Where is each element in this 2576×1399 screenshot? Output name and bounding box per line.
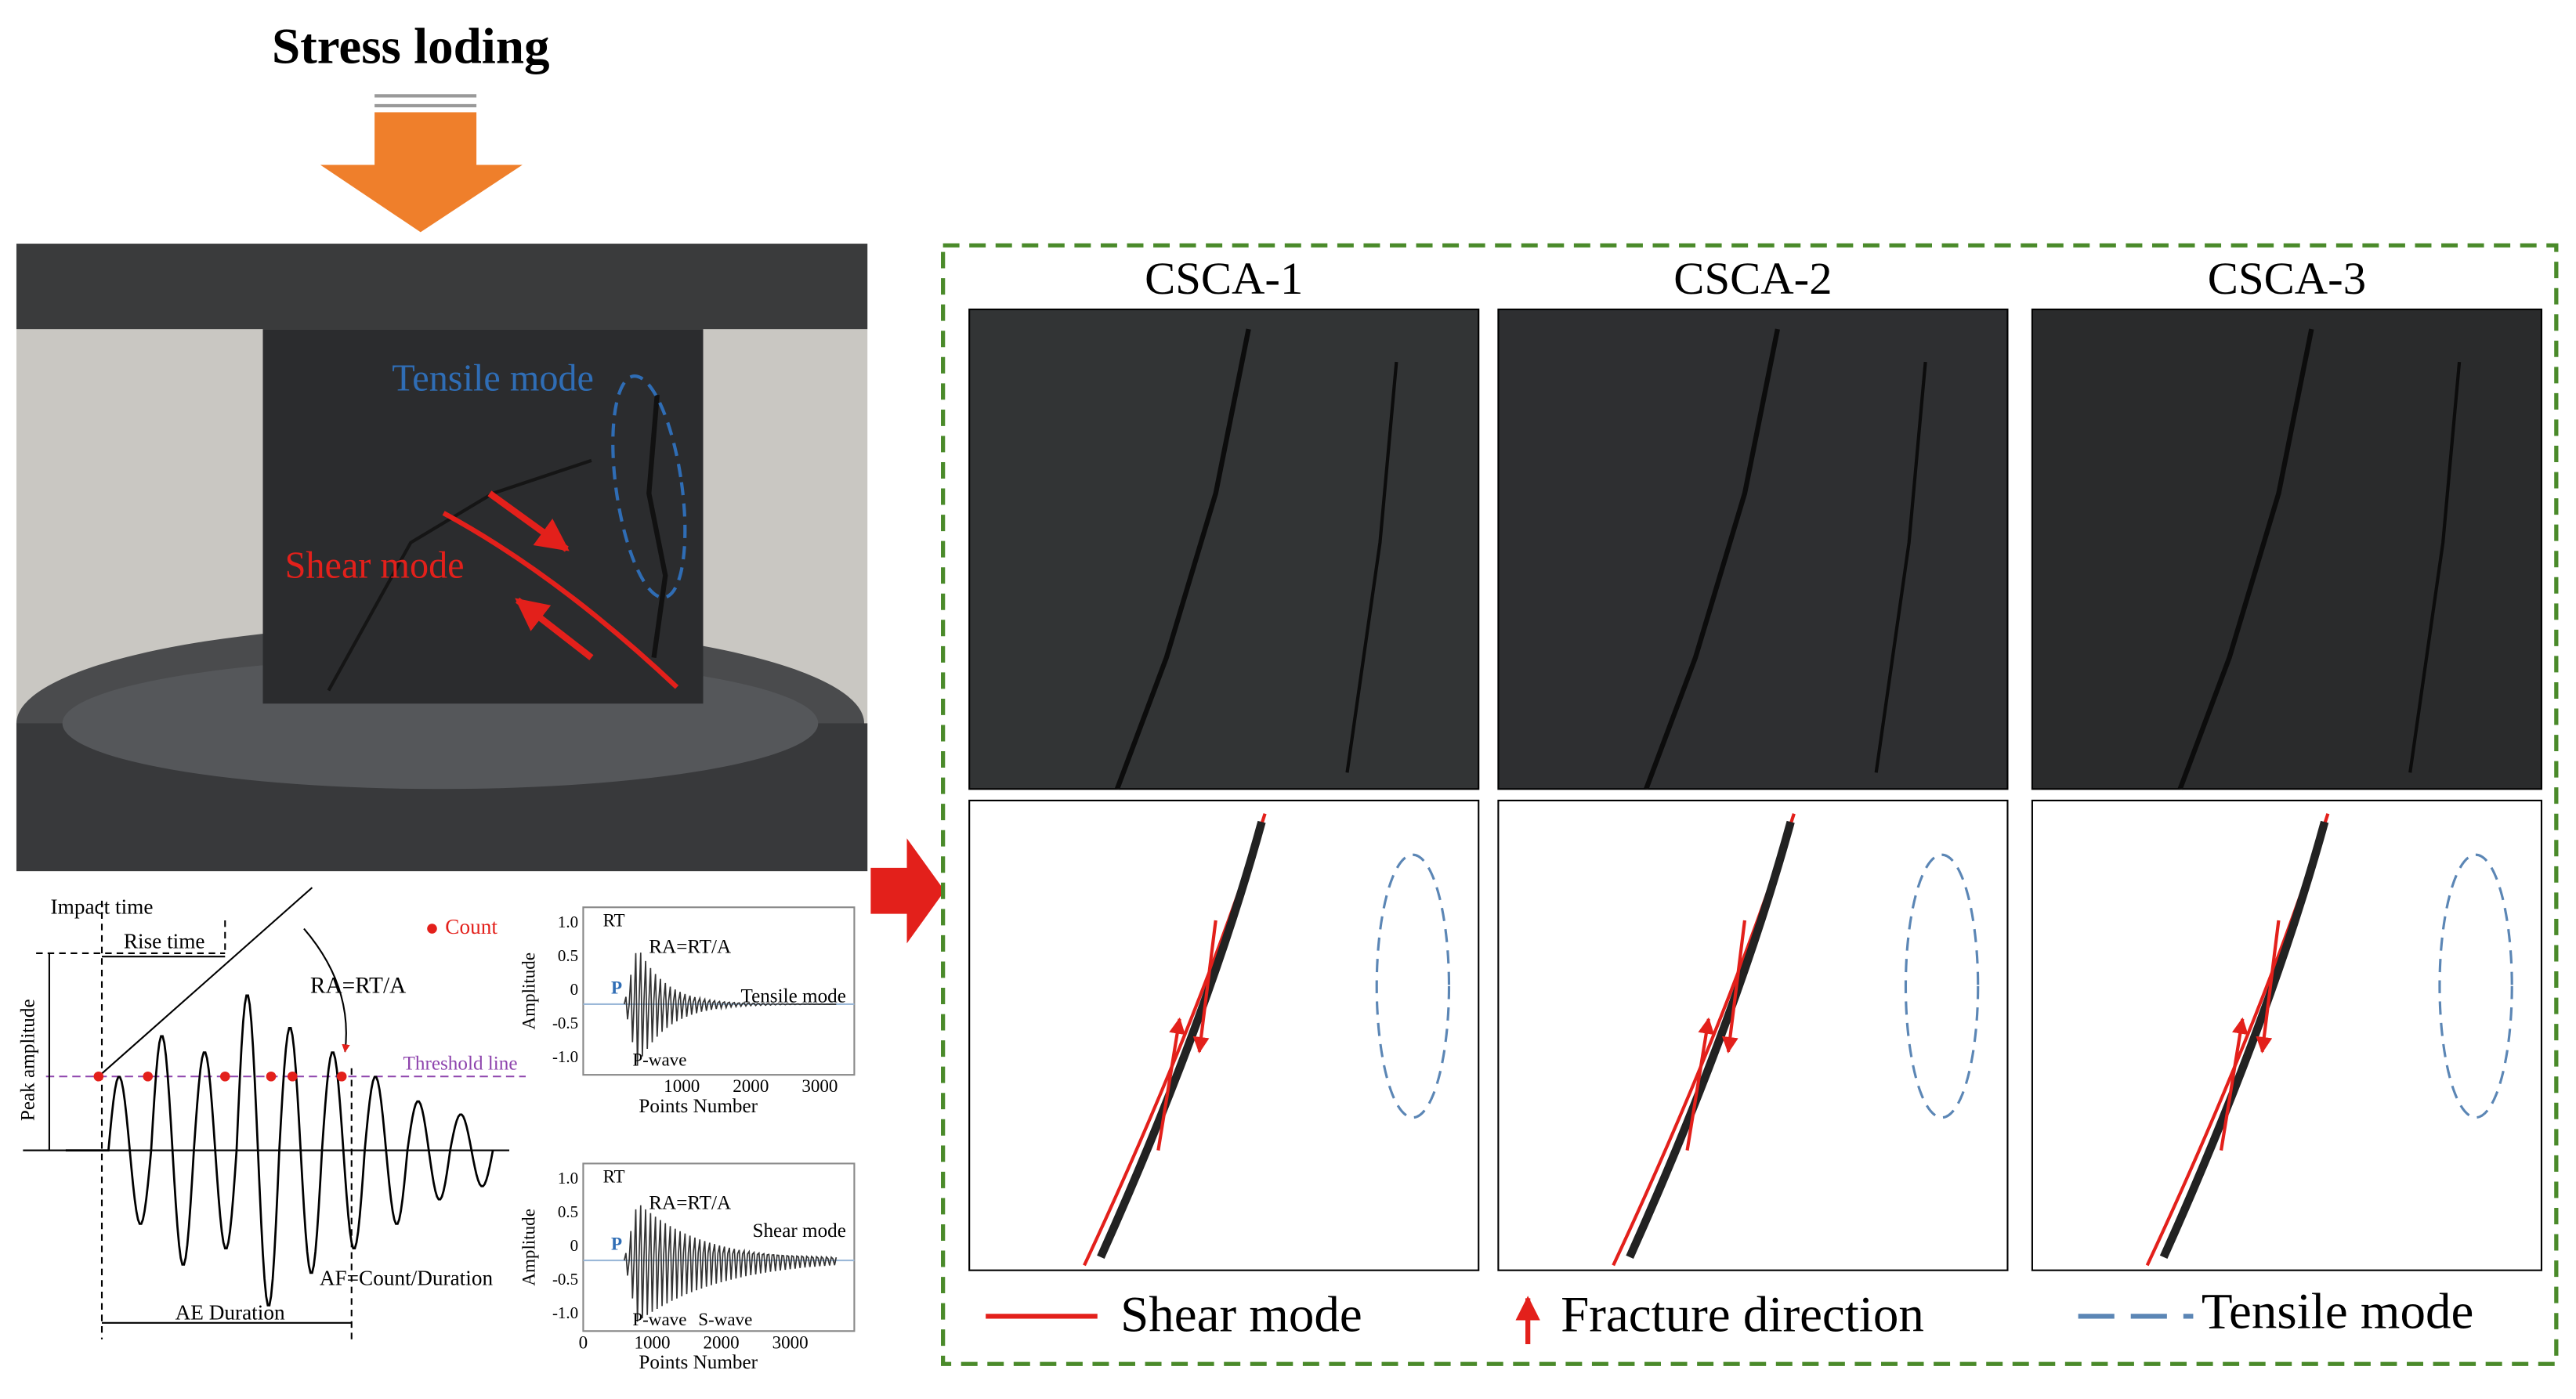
x-tick-label: 2000	[733, 1075, 769, 1096]
fracture-arrow	[1685, 1017, 1715, 1151]
count-dot	[219, 1071, 230, 1082]
fracture-arrow	[2219, 1017, 2249, 1151]
crack	[2408, 361, 2462, 773]
tensile-zone	[1904, 853, 1980, 1119]
fracture-arrow	[1721, 920, 1747, 1054]
legend-fracture: Fracture direction	[1561, 1287, 1924, 1343]
y-tick-label: 0.5	[558, 946, 578, 965]
count-label: Count	[445, 915, 497, 938]
y-tick-label: -0.5	[552, 1270, 578, 1289]
fracture-arrow	[1156, 1017, 1185, 1151]
crack	[1874, 361, 1927, 773]
crack	[1114, 328, 1251, 790]
p-label: P	[611, 977, 622, 997]
peak-amplitude: Peak amplitude	[18, 999, 39, 1121]
crack-trace	[2159, 820, 2329, 1260]
photo	[968, 308, 1480, 790]
crack	[1345, 361, 1398, 773]
y-tick-label: 0.5	[558, 1202, 578, 1221]
wave-label: P-wave	[632, 1309, 686, 1329]
y-tick-label: -0.5	[552, 1014, 578, 1032]
title: Stress loding	[272, 19, 550, 75]
rt-label: RT	[603, 1166, 625, 1187]
y-tick-label: 1.0	[558, 1169, 578, 1188]
y-axis-label: Amplitude	[519, 1209, 539, 1286]
x-tick-label: 3000	[801, 1075, 838, 1096]
shear-label: Shear mode	[285, 544, 465, 586]
legend: Shear mode Fracture direction Tensile mo…	[986, 1283, 2473, 1345]
x-axis-label: Points Number	[639, 1352, 758, 1373]
rise-time: Rise time	[124, 930, 205, 953]
y-tick-label: -1.0	[552, 1303, 578, 1322]
threshold-label: Threshold line	[403, 1053, 518, 1074]
x-axis-label: Points Number	[639, 1096, 758, 1117]
panel-title: CSCA-3	[2208, 253, 2366, 304]
tensile-label: Tensile mode	[392, 357, 594, 399]
mode-label: Tensile mode	[740, 985, 845, 1007]
sketch	[1497, 799, 2009, 1271]
ra-label: RA=RT/A	[649, 1193, 731, 1214]
panel-frame	[941, 243, 2559, 1366]
tensile-zone	[2438, 853, 2513, 1119]
inset-wave	[624, 953, 837, 1066]
panel-title: CSCA-2	[1673, 253, 1832, 304]
link-arrow	[870, 838, 945, 944]
x-tick-label: 1000	[634, 1332, 670, 1352]
ra-label: RA=RT/A	[649, 936, 731, 957]
crack-trace	[1097, 820, 1266, 1260]
ae-duration: AE Duration	[175, 1301, 285, 1325]
panels: CSCA-1 CSCA-2 CSCA-3	[968, 253, 2543, 1271]
af-formula: AF=Count/Duration	[320, 1267, 494, 1290]
legend-shear: Shear mode	[1120, 1287, 1362, 1343]
crack	[1644, 328, 1780, 790]
y-tick-label: 0	[570, 1236, 578, 1255]
photo	[1497, 308, 2009, 790]
specimen-photo: Tensile mode Shear mode	[16, 244, 868, 872]
crack	[2177, 328, 2314, 790]
mode-label: Shear mode	[752, 1220, 845, 1242]
count-dot	[93, 1071, 104, 1082]
fracture-arrow	[2256, 920, 2281, 1054]
legend-tensile: Tensile mode	[2202, 1283, 2473, 1339]
x-tick-label: 3000	[772, 1332, 809, 1352]
fracture-arrow	[1192, 920, 1217, 1054]
count-dot	[336, 1071, 347, 1082]
waveform: Impact time Rise time RA=RT/A Count Peak…	[18, 887, 526, 1339]
wave-label: P-wave	[632, 1050, 686, 1070]
count-dot	[287, 1071, 298, 1082]
sketch	[2031, 799, 2543, 1271]
y-tick-label: 1.0	[558, 913, 578, 931]
insets: 1.0 0.5 0 -0.5 -1.0 1000 2000 3000 Points Number…	[519, 906, 856, 1373]
inset-frame	[582, 906, 856, 1076]
inset-wave	[624, 1205, 838, 1322]
rt-label: RT	[603, 909, 625, 930]
x-tick-label: 1000	[664, 1075, 700, 1096]
y-tick-label: 0	[570, 980, 578, 999]
tensile-zone	[1375, 853, 1451, 1119]
inset: 1.0 0.5 0 -0.5 -1.0 1000 2000 3000 Points Number…	[519, 906, 856, 1117]
sketch	[968, 799, 1480, 1271]
load-arrow	[320, 94, 523, 233]
p-label: P	[611, 1234, 622, 1254]
y-tick-label: -1.0	[552, 1047, 578, 1066]
x-tick-label: 0	[579, 1332, 588, 1352]
panel-title: CSCA-1	[1145, 253, 1303, 304]
y-axis-label: Amplitude	[519, 953, 539, 1030]
impact-time: Impact time	[51, 895, 154, 919]
photo	[2031, 308, 2543, 790]
x-tick-label: 2000	[704, 1332, 740, 1352]
wave-label: S-wave	[698, 1309, 752, 1329]
count-dot	[266, 1071, 277, 1082]
ra-formula: RA=RT/A	[310, 974, 406, 999]
crack-trace	[1626, 820, 1795, 1260]
count-dot	[143, 1071, 154, 1082]
